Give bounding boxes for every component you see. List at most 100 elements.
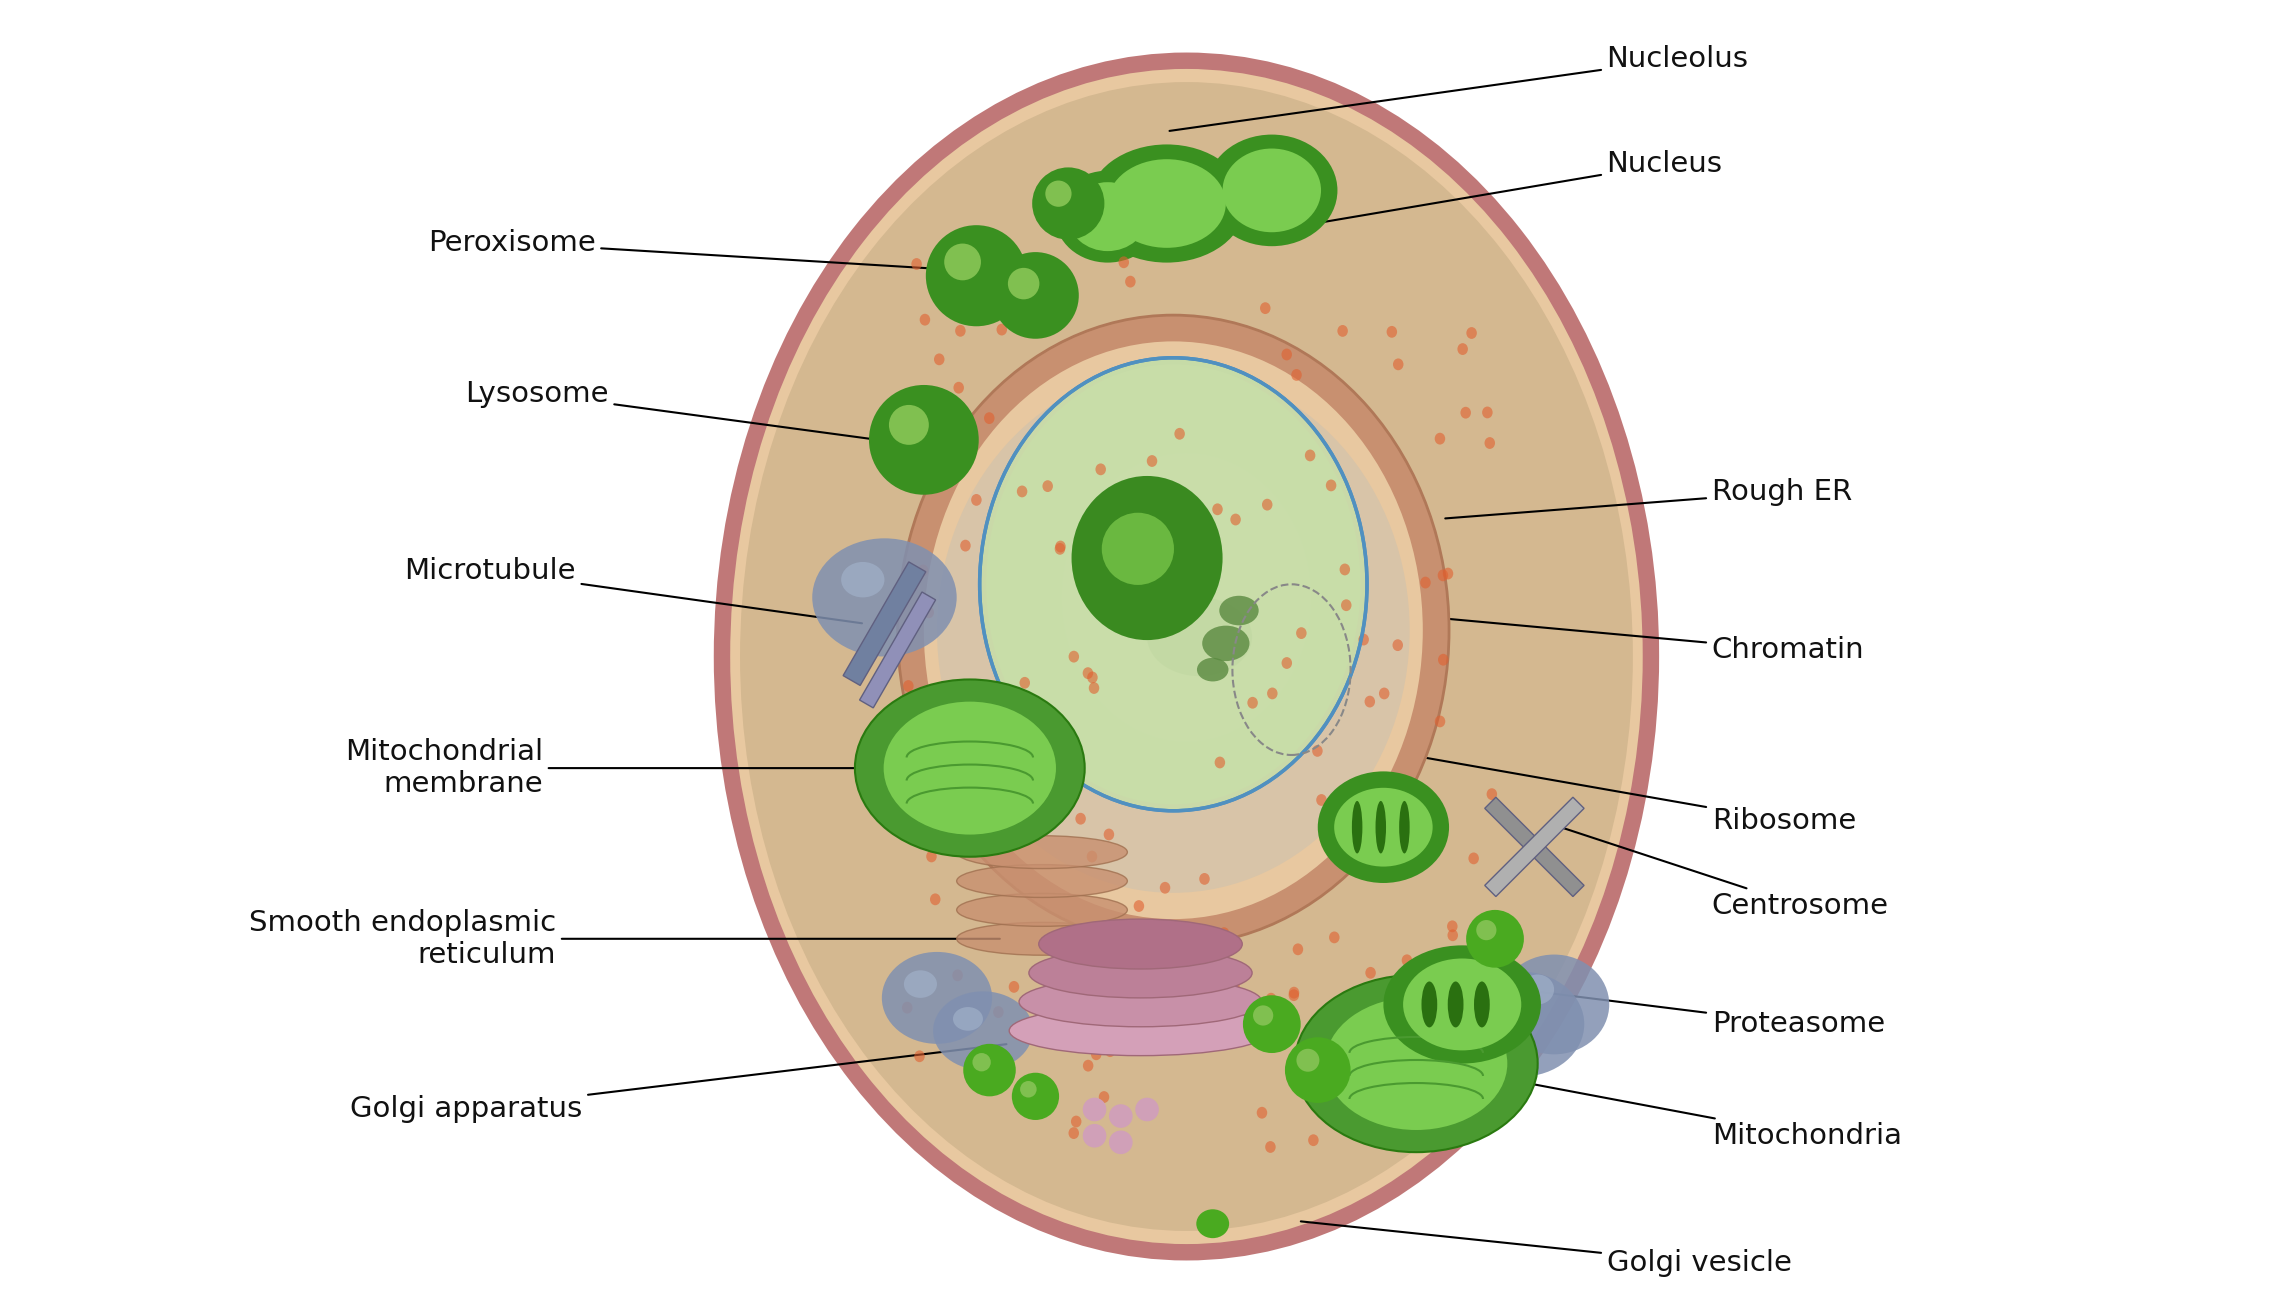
Ellipse shape xyxy=(1088,671,1097,683)
Ellipse shape xyxy=(953,382,965,394)
Polygon shape xyxy=(1485,797,1583,897)
Ellipse shape xyxy=(730,70,1642,1245)
Ellipse shape xyxy=(972,695,983,706)
Ellipse shape xyxy=(944,243,953,255)
Ellipse shape xyxy=(1474,982,1489,1028)
Ellipse shape xyxy=(933,991,1033,1070)
Ellipse shape xyxy=(1293,944,1302,956)
Ellipse shape xyxy=(1036,758,1047,769)
Ellipse shape xyxy=(812,538,956,656)
Ellipse shape xyxy=(926,851,937,863)
Ellipse shape xyxy=(1284,1037,1350,1103)
Polygon shape xyxy=(860,592,935,708)
Ellipse shape xyxy=(1266,993,1277,1004)
Text: Nucleolus: Nucleolus xyxy=(1170,45,1750,131)
Text: Nucleus: Nucleus xyxy=(1241,150,1722,236)
Ellipse shape xyxy=(1104,1045,1115,1057)
Ellipse shape xyxy=(915,1050,924,1062)
Ellipse shape xyxy=(1072,1116,1081,1128)
Ellipse shape xyxy=(1289,989,1300,1001)
Ellipse shape xyxy=(1090,1048,1102,1060)
Ellipse shape xyxy=(956,865,1127,898)
Ellipse shape xyxy=(1243,995,1300,1053)
Ellipse shape xyxy=(1211,503,1223,515)
Ellipse shape xyxy=(1521,974,1553,1004)
Ellipse shape xyxy=(1104,829,1113,840)
Ellipse shape xyxy=(1366,966,1375,978)
Ellipse shape xyxy=(972,494,981,506)
Ellipse shape xyxy=(1083,1098,1106,1121)
Ellipse shape xyxy=(1223,148,1321,232)
Ellipse shape xyxy=(1218,927,1229,939)
Ellipse shape xyxy=(1307,1134,1318,1146)
Ellipse shape xyxy=(997,324,1006,336)
Ellipse shape xyxy=(1448,930,1458,941)
Ellipse shape xyxy=(1095,463,1106,475)
Text: Rough ER: Rough ER xyxy=(1446,478,1852,519)
Ellipse shape xyxy=(901,1002,912,1014)
Ellipse shape xyxy=(1289,987,1300,999)
Ellipse shape xyxy=(1483,993,1521,1024)
Ellipse shape xyxy=(1213,756,1225,768)
Ellipse shape xyxy=(1207,135,1337,247)
Ellipse shape xyxy=(1364,696,1375,708)
Ellipse shape xyxy=(1469,852,1478,864)
Ellipse shape xyxy=(1261,499,1273,511)
Ellipse shape xyxy=(1083,1124,1106,1148)
Text: Microtubule: Microtubule xyxy=(404,557,862,624)
Ellipse shape xyxy=(1394,358,1403,370)
Ellipse shape xyxy=(1485,437,1494,449)
Ellipse shape xyxy=(1458,972,1585,1077)
Ellipse shape xyxy=(1008,268,1040,299)
Ellipse shape xyxy=(1074,1002,1083,1014)
Ellipse shape xyxy=(979,358,1366,810)
Ellipse shape xyxy=(1195,1209,1229,1238)
Ellipse shape xyxy=(972,1053,990,1071)
Ellipse shape xyxy=(1198,658,1229,681)
Ellipse shape xyxy=(1286,1073,1298,1085)
Ellipse shape xyxy=(1200,873,1209,885)
Ellipse shape xyxy=(903,680,915,692)
Ellipse shape xyxy=(1086,851,1097,863)
Ellipse shape xyxy=(956,922,1127,956)
Text: Golgi apparatus: Golgi apparatus xyxy=(351,1044,1006,1124)
Ellipse shape xyxy=(963,1044,1015,1096)
Ellipse shape xyxy=(1020,678,1031,689)
Ellipse shape xyxy=(912,259,922,270)
Ellipse shape xyxy=(903,400,912,412)
Ellipse shape xyxy=(1252,1006,1273,1025)
Text: Centrosome: Centrosome xyxy=(1562,829,1889,920)
Ellipse shape xyxy=(919,314,931,326)
Ellipse shape xyxy=(1088,144,1245,263)
Ellipse shape xyxy=(1056,171,1161,263)
Ellipse shape xyxy=(1385,978,1394,990)
Ellipse shape xyxy=(1421,982,1437,1028)
Ellipse shape xyxy=(1464,1023,1476,1035)
Ellipse shape xyxy=(1437,654,1448,666)
Ellipse shape xyxy=(1391,639,1403,651)
Ellipse shape xyxy=(1291,369,1302,381)
Ellipse shape xyxy=(1045,181,1072,207)
Text: Chromatin: Chromatin xyxy=(1359,611,1864,664)
Ellipse shape xyxy=(1020,1081,1036,1098)
Text: Mitochondria: Mitochondria xyxy=(1531,1083,1902,1150)
Ellipse shape xyxy=(1083,1060,1093,1071)
Ellipse shape xyxy=(1312,744,1323,756)
Ellipse shape xyxy=(1013,1073,1058,1120)
Ellipse shape xyxy=(1460,407,1471,419)
Ellipse shape xyxy=(1494,927,1505,939)
Ellipse shape xyxy=(1136,1098,1159,1121)
Ellipse shape xyxy=(924,607,933,618)
Ellipse shape xyxy=(1159,882,1170,894)
Ellipse shape xyxy=(1359,634,1369,646)
Ellipse shape xyxy=(1448,982,1464,1028)
Ellipse shape xyxy=(1175,428,1184,440)
Ellipse shape xyxy=(1093,978,1104,990)
Ellipse shape xyxy=(953,1007,983,1031)
Ellipse shape xyxy=(1074,813,1086,825)
Ellipse shape xyxy=(1008,1006,1273,1056)
Ellipse shape xyxy=(1125,276,1136,288)
Ellipse shape xyxy=(992,1006,1004,1018)
Ellipse shape xyxy=(956,811,965,823)
Ellipse shape xyxy=(1229,979,1239,991)
